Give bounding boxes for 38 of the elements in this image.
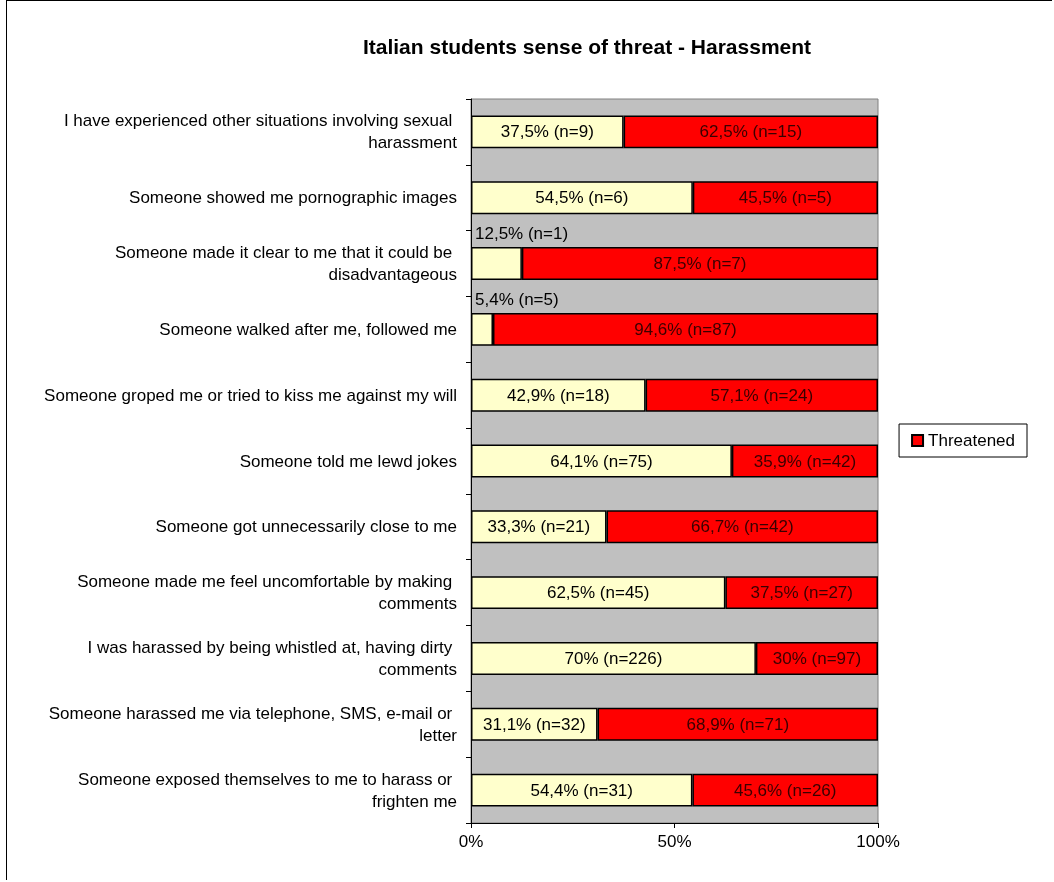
y-tick-label: Someone made it clear to me that it could be disadvantageous (114, 243, 457, 285)
data-label: 87,5% (n=7) (653, 254, 747, 274)
x-tick-label: 0% (458, 832, 484, 851)
data-label: 70% (n=226) (564, 648, 663, 668)
y-tick-label: I was harassed by being whistled at, having dirty comments (87, 637, 457, 679)
data-label: 45,5% (n=5) (738, 188, 832, 208)
data-label: 54,4% (n=31) (530, 780, 633, 800)
data-label: 33,3% (n=21) (487, 517, 591, 537)
y-tick-label: Someone told me lewd jokes (239, 451, 457, 471)
x-tick-label: 100% (856, 832, 900, 851)
y-tick-label: I have experienced other situations involving sexual harassment (63, 111, 458, 153)
y-tick-label: Someone harassed me via telephone, SMS, e-mail or letter (48, 703, 458, 745)
data-label: 94,6% (n=87) (634, 319, 737, 339)
data-label: 35,9% (n=42) (753, 451, 857, 471)
data-label: 62,5% (n=45) (546, 583, 650, 603)
data-label: 42,9% (n=18) (507, 385, 610, 405)
y-tick-label: Someone made me feel uncomfortable by making comments (77, 572, 457, 614)
y-tick-label: Someone got unnecessarily close to me (155, 517, 457, 537)
legend-label: Threatened (928, 431, 1015, 450)
y-tick-label: Someone walked after me, followed me (159, 319, 457, 339)
data-label: 62,5% (n=15) (699, 122, 803, 142)
data-label: 68,9% (n=71) (686, 714, 790, 734)
data-label: 54,5% (n=6) (535, 188, 629, 208)
data-label: 31,1% (n=32) (483, 714, 586, 734)
data-label: 45,6% (n=26) (733, 780, 837, 800)
y-tick-label: Someone showed me pornographic images (129, 188, 457, 208)
x-tick-label: 50% (657, 832, 692, 851)
data-label: 12,5% (n=1) (475, 224, 569, 244)
data-label: 66,7% (n=42) (690, 517, 794, 537)
data-label: 37,5% (n=9) (500, 122, 594, 142)
data-label: 30% (n=97) (772, 648, 862, 668)
y-tick-label: Someone groped me or tried to kiss me against my will (44, 385, 457, 405)
data-label: 64,1% (n=75) (550, 451, 653, 471)
data-label: 5,4% (n=5) (475, 289, 559, 309)
chart-title: Italian students sense of threat - Harassment (362, 35, 812, 58)
data-label: 37,5% (n=27) (750, 583, 853, 603)
data-label: 57,1% (n=24) (710, 385, 814, 405)
y-tick-label: Someone exposed themselves to me to harass or frighten me (78, 769, 457, 811)
